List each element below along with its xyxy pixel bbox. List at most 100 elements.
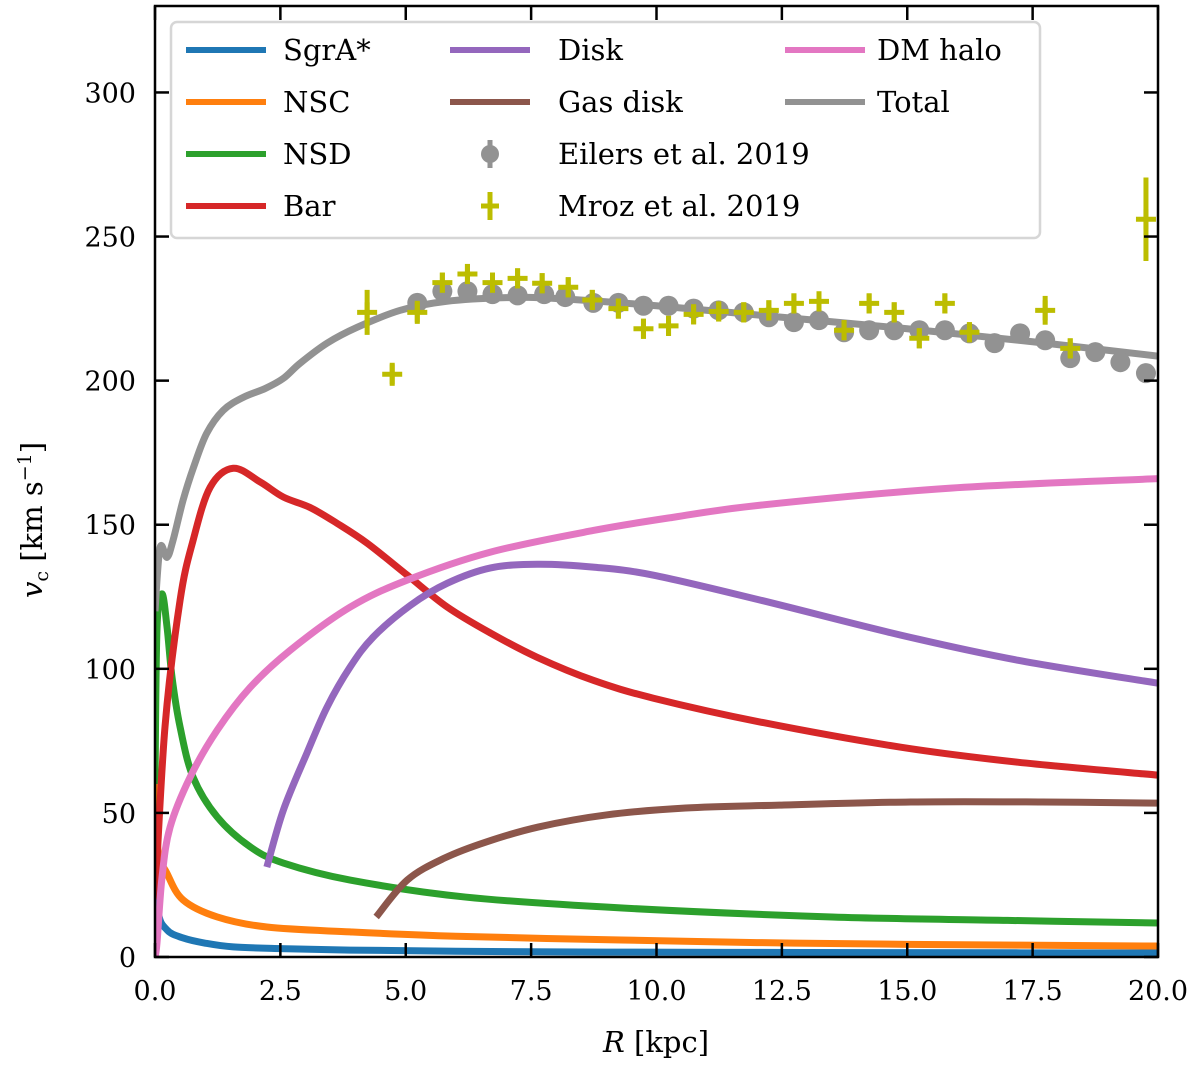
y-axis-label-unit-pre: [km s	[15, 481, 49, 571]
data-point-mroz-et-al-2019	[457, 263, 478, 285]
point-marker-circle	[884, 320, 905, 341]
legend-item-eilers-et-al-2019: Eilers et al. 2019	[481, 137, 810, 171]
point-marker-circle	[555, 287, 576, 308]
legend-item-disk: Disk	[450, 33, 623, 67]
point-marker-circle	[783, 312, 804, 333]
series-line-gas-disk	[373, 798, 1158, 920]
y-tick-label: 100	[84, 655, 136, 686]
data-point-mroz-et-al-2019	[1060, 338, 1081, 359]
legend-item-bar: Bar	[186, 189, 336, 223]
legend-item-total: Total	[785, 85, 950, 119]
data-point-eilers-et-al-2019	[1035, 330, 1056, 351]
ticks-layer	[153, 6, 1160, 959]
point-marker-circle	[1085, 342, 1106, 363]
series-line-disk	[263, 560, 1158, 869]
y-tick-label: 200	[84, 367, 136, 398]
legend-label: Total	[877, 85, 950, 119]
legend-label: Mroz et al. 2019	[558, 189, 800, 223]
y-tick-label: 300	[84, 78, 136, 109]
data-point-mroz-et-al-2019	[482, 272, 503, 293]
y-axis-label-sub: c	[31, 571, 53, 582]
series-layer	[155, 293, 1158, 957]
x-axis-label-unit: [kpc]	[625, 1025, 709, 1059]
point-marker-circle	[1135, 363, 1156, 384]
point-marker-circle	[859, 320, 880, 341]
legend-item-mroz-et-al-2019: Mroz et al. 2019	[481, 189, 800, 223]
series-line-nsc	[155, 783, 1158, 950]
data-point-eilers-et-al-2019	[1135, 363, 1156, 384]
data-point-mroz-et-al-2019	[834, 320, 855, 341]
y-tick-label: 0	[119, 943, 136, 974]
point-marker-circle	[633, 295, 654, 316]
x-tick-label: 17.5	[1003, 976, 1063, 1007]
legend-label: DM halo	[877, 33, 1002, 67]
legend-item-sgra: SgrA*	[186, 33, 371, 67]
y-axis-label-var: v	[15, 581, 49, 598]
data-point-eilers-et-al-2019	[1085, 342, 1106, 363]
point-marker-circle	[457, 281, 478, 302]
data-point-mroz-et-al-2019	[608, 298, 629, 319]
series-line-sgra	[155, 841, 1158, 957]
x-tick-label: 5.0	[384, 976, 427, 1007]
data-point-eilers-et-al-2019	[808, 310, 829, 331]
data-point-mroz-et-al-2019	[357, 289, 378, 335]
y-tick-label: 250	[84, 223, 136, 254]
point-marker-circle	[482, 284, 503, 305]
data-point-mroz-et-al-2019	[884, 302, 905, 323]
data-point-mroz-et-al-2019	[683, 304, 704, 325]
data-point-mroz-et-al-2019	[859, 293, 880, 314]
legend-label: NSC	[283, 85, 350, 119]
data-point-mroz-et-al-2019	[532, 273, 553, 294]
legend-label: Gas disk	[558, 85, 683, 119]
y-axis-label-sup: −1	[14, 453, 36, 481]
legend-label: Bar	[283, 189, 336, 223]
x-tick-label: 7.5	[510, 976, 553, 1007]
x-tick-label: 12.5	[752, 976, 812, 1007]
legend-item-nsc: NSC	[186, 85, 350, 119]
point-marker-circle	[984, 333, 1005, 354]
legend-item-nsd: NSD	[186, 137, 352, 171]
legend: SgrA* NSC NSD Bar Disk Gas disk Eilers et al. …	[169, 20, 1042, 240]
data-point-mroz-et-al-2019	[934, 293, 955, 314]
legend-label: Disk	[558, 33, 623, 67]
data-point-eilers-et-al-2019	[555, 287, 576, 308]
legend-item-gas-disk: Gas disk	[450, 85, 683, 119]
point-marker-circle	[934, 320, 955, 341]
data-point-mroz-et-al-2019	[507, 268, 528, 289]
legend-label: NSD	[283, 137, 352, 171]
data-point-eilers-et-al-2019	[884, 320, 905, 341]
point-marker-circle	[1110, 352, 1131, 373]
point-marker-circle	[1010, 323, 1031, 344]
x-tick-label: 15.0	[877, 976, 937, 1007]
legend-label: Eilers et al. 2019	[558, 137, 810, 171]
series-line-bar	[155, 464, 1158, 900]
legend-swatch-circle	[481, 145, 499, 163]
legend-item-dm-halo: DM halo	[785, 33, 1002, 67]
y-axis-label: vc [km s−1]	[14, 442, 53, 598]
point-marker-circle	[808, 310, 829, 331]
data-point-eilers-et-al-2019	[457, 281, 478, 302]
data-point-mroz-et-al-2019	[959, 322, 980, 343]
data-point-eilers-et-al-2019	[507, 285, 528, 306]
data-point-eilers-et-al-2019	[934, 320, 955, 341]
data-point-mroz-et-al-2019	[658, 315, 679, 336]
data-point-mroz-et-al-2019	[708, 301, 729, 322]
data-point-mroz-et-al-2019	[758, 300, 779, 321]
data-point-mroz-et-al-2019	[909, 328, 930, 349]
data-point-mroz-et-al-2019	[808, 291, 829, 312]
data-point-mroz-et-al-2019	[783, 293, 804, 314]
legend-label: SgrA*	[283, 33, 371, 67]
data-point-mroz-et-al-2019	[1135, 177, 1156, 262]
y-axis-label-unit-post: ]	[15, 442, 49, 453]
data-point-mroz-et-al-2019	[733, 302, 754, 323]
data-point-mroz-et-al-2019	[582, 289, 603, 311]
x-tick-label: 0.0	[134, 976, 177, 1007]
point-marker-circle	[1035, 330, 1056, 351]
data-point-mroz-et-al-2019	[633, 318, 654, 339]
data-point-eilers-et-al-2019	[1010, 323, 1031, 344]
x-axis-label-var: R	[602, 1025, 625, 1059]
x-axis-label: R [kpc]	[602, 1025, 709, 1059]
legend-items: SgrA* NSC NSD Bar Disk Gas disk Eilers et al. …	[186, 33, 1002, 223]
point-marker-circle	[658, 295, 679, 316]
data-point-mroz-et-al-2019	[558, 277, 579, 298]
